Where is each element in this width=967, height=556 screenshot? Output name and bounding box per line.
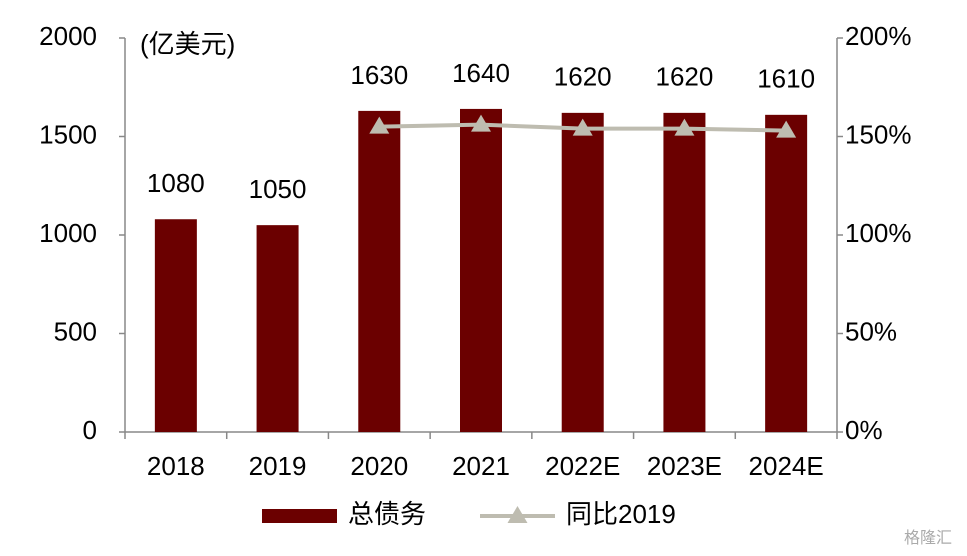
legend-swatch (262, 509, 337, 523)
line-marker (471, 114, 491, 132)
y-tick-label: 2000 (39, 21, 97, 51)
legend-marker (507, 506, 528, 523)
bar (358, 110, 401, 432)
value-label: 1050 (249, 174, 307, 204)
value-label: 1630 (350, 60, 408, 90)
bar (561, 112, 604, 433)
x-tick-label: 2023E (647, 451, 722, 481)
x-tick-label: 2024E (749, 451, 824, 481)
y-tick-label: 500 (54, 316, 97, 346)
legend-label: 同比2019 (566, 499, 676, 529)
value-label: 1610 (757, 64, 815, 94)
y2-tick-label: 150% (845, 119, 912, 149)
watermark: 格隆汇 (904, 529, 952, 547)
bar (460, 108, 502, 433)
y2-tick-label: 200% (845, 21, 912, 51)
x-tick-label: 2020 (350, 451, 408, 481)
value-label: 1640 (452, 58, 510, 88)
line-marker (572, 118, 593, 136)
line-marker (674, 118, 695, 136)
x-tick-label: 2019 (249, 451, 307, 481)
y-axis-unit: (亿美元) (140, 29, 235, 59)
value-label: 1620 (656, 62, 714, 92)
x-tick-label: 2018 (147, 451, 205, 481)
y-tick-label: 1500 (39, 119, 97, 149)
y2-tick-label: 0% (845, 415, 883, 445)
y2-tick-label: 100% (845, 218, 912, 248)
bar (663, 112, 706, 433)
y-tick-label: 1000 (39, 218, 97, 248)
legend-label: 总债务 (348, 499, 426, 529)
line-marker (369, 116, 390, 134)
value-label: 1620 (554, 62, 612, 92)
bar (765, 114, 808, 432)
x-tick-label: 2021 (452, 451, 510, 481)
line-marker (776, 120, 797, 138)
value-label: 1080 (147, 168, 205, 198)
y-tick-label: 0 (83, 415, 97, 445)
bar (256, 225, 299, 432)
x-tick-label: 2022E (545, 451, 620, 481)
y2-tick-label: 50% (845, 316, 897, 346)
bar (154, 219, 197, 432)
